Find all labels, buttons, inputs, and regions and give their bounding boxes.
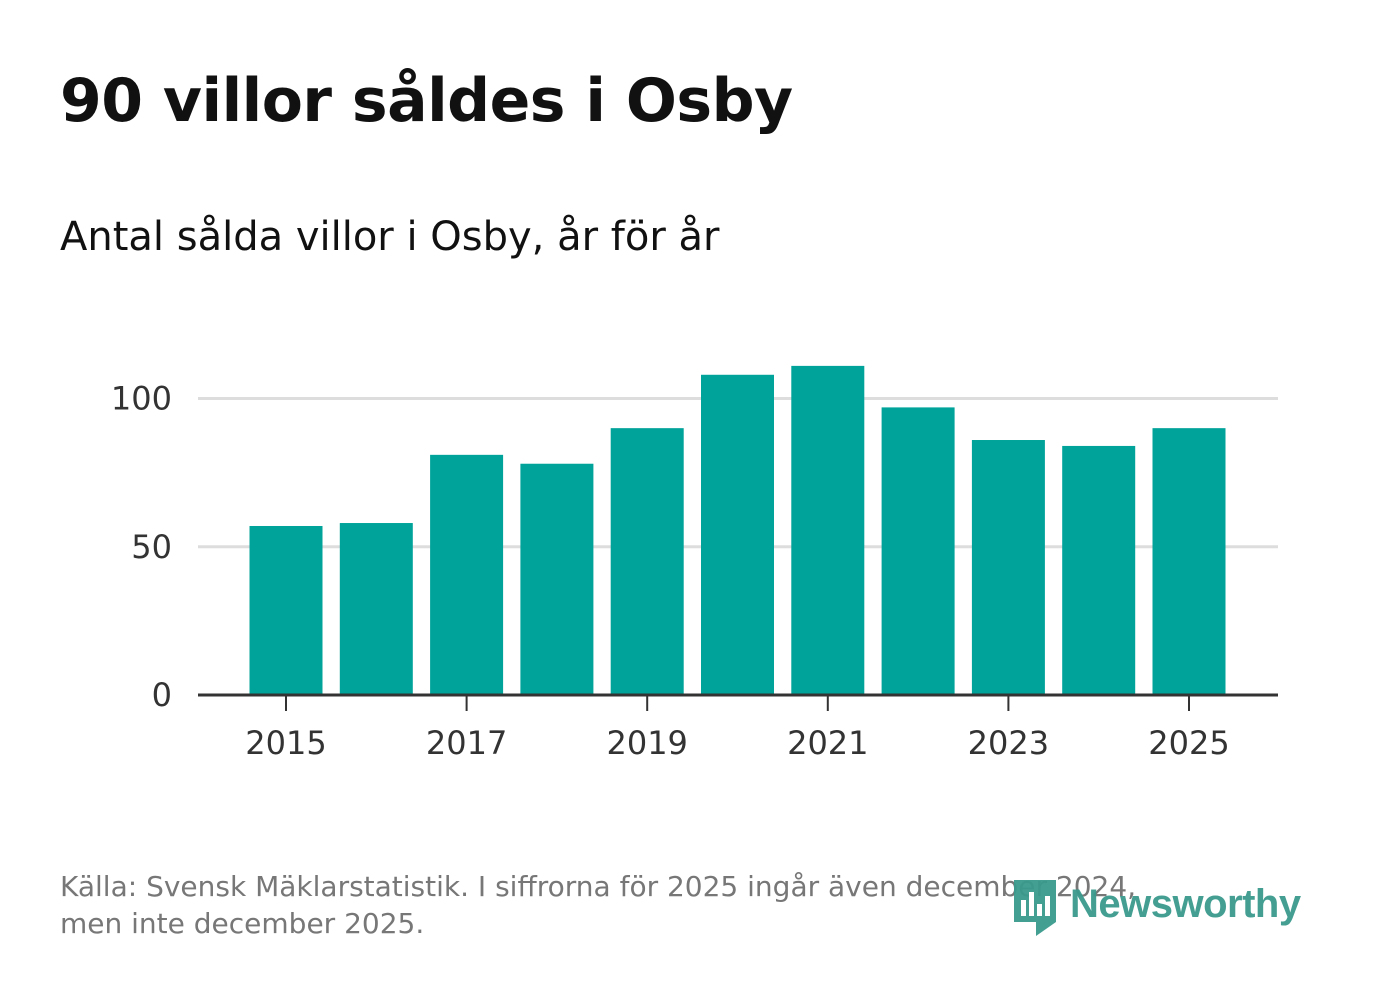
x-axis-labels: 2015 2017 2019 2021 2023 2025 xyxy=(245,724,1229,762)
y-tick-label: 0 xyxy=(152,676,172,714)
bar-2020 xyxy=(701,374,774,695)
x-tick-label: 2017 xyxy=(426,724,507,762)
source-line-1: Källa: Svensk Mäklarstatistik. I siffror… xyxy=(60,870,1137,903)
x-tick-label: 2021 xyxy=(787,724,868,762)
bar-2019 xyxy=(610,428,684,695)
bar-2024 xyxy=(1062,445,1136,695)
y-tick-label: 100 xyxy=(111,380,172,418)
bar-2021 xyxy=(791,365,865,695)
y-axis-labels: 0 50 100 xyxy=(111,380,172,715)
x-tick-label: 2019 xyxy=(606,724,687,762)
bar-2022 xyxy=(881,407,955,695)
chart-title: 90 villor såldes i Osby xyxy=(60,66,793,136)
bar-2025 xyxy=(1152,428,1226,695)
source-note: Källa: Svensk Mäklarstatistik. I siffror… xyxy=(60,868,1260,942)
bar-2016 xyxy=(339,523,413,695)
bars xyxy=(249,365,1226,695)
bar-2023 xyxy=(971,440,1045,695)
y-tick-label: 50 xyxy=(131,528,172,566)
bar-2015 xyxy=(249,525,323,695)
chart-subtitle: Antal sålda villor i Osby, år för år xyxy=(60,214,720,260)
newsworthy-logo-icon xyxy=(1014,880,1056,936)
logo-text: Newsworthy xyxy=(1070,882,1301,926)
bar-2018 xyxy=(520,463,594,695)
x-axis xyxy=(198,693,1278,711)
x-tick-label: 2023 xyxy=(968,724,1049,762)
bar-2017 xyxy=(430,454,504,695)
x-tick-label: 2025 xyxy=(1148,724,1229,762)
source-line-2: men inte december 2025. xyxy=(60,907,425,940)
x-tick-label: 2015 xyxy=(245,724,326,762)
newsworthy-logo: Newsworthy xyxy=(1010,876,1301,942)
